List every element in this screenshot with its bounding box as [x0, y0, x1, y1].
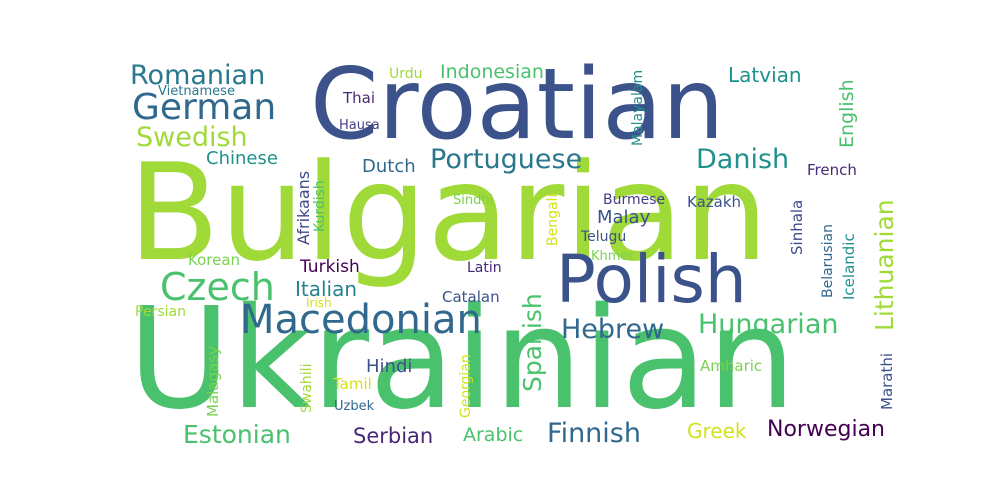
word-romanian: Romanian	[130, 60, 266, 91]
word-lithuanian: Lithuanian	[870, 199, 899, 331]
word-khmer: Khmer	[591, 249, 634, 264]
word-malayalam: Malayalam	[630, 69, 646, 146]
word-latin: Latin	[467, 260, 502, 276]
word-spanish: Spanish	[518, 293, 547, 392]
word-portuguese: Portuguese	[430, 144, 583, 175]
word-sinhala: Sinhala	[788, 199, 806, 255]
word-swedish: Swedish	[136, 122, 248, 153]
word-swahili: Swahili	[299, 363, 315, 413]
word-amharic: Amharic	[700, 357, 763, 375]
word-serbian: Serbian	[353, 424, 434, 448]
word-italian: Italian	[295, 277, 358, 301]
word-latvian: Latvian	[728, 63, 802, 87]
word-vietnamese: Vietnamese	[158, 84, 235, 99]
word-telugu: Telugu	[581, 229, 627, 245]
word-tamil: Tamil	[333, 375, 372, 393]
word-persian: Persian	[135, 304, 186, 320]
word-arabic: Arabic	[463, 424, 524, 446]
word-hausa: Hausa	[339, 118, 380, 133]
word-icelandic: Icelandic	[840, 233, 858, 300]
word-turkish: Turkish	[300, 257, 360, 277]
word-macedonian: Macedonian	[240, 297, 482, 343]
word-malagasy: Malagasy	[204, 346, 222, 417]
word-irish: Irish	[306, 296, 332, 310]
word-catalan: Catalan	[442, 288, 500, 306]
word-indonesian: Indonesian	[440, 61, 544, 83]
word-uzbek: Uzbek	[334, 399, 375, 414]
word-hindi: Hindi	[366, 356, 413, 377]
word-hebrew: Hebrew	[561, 314, 665, 345]
word-marathi: Marathi	[878, 352, 896, 410]
word-belarusian: Belarusian	[820, 224, 836, 298]
word-burmese: Burmese	[603, 192, 666, 208]
word-kurdish: Kurdish	[312, 180, 328, 232]
word-korean: Korean	[188, 251, 241, 269]
word-finnish: Finnish	[547, 418, 641, 449]
word-danish: Danish	[696, 144, 790, 175]
word-malay: Malay	[597, 207, 651, 228]
word-kazakh: Kazakh	[687, 193, 742, 211]
word-norwegian: Norwegian	[767, 417, 885, 442]
word-english: English	[836, 79, 858, 148]
word-thai: Thai	[343, 89, 376, 107]
word-hungarian: Hungarian	[698, 309, 839, 340]
word-french: French	[807, 161, 857, 179]
word-georgian: Georgian	[458, 354, 474, 418]
word-ukrainian: Ukrainian	[128, 278, 796, 441]
word-chinese: Chinese	[206, 148, 278, 169]
word-sindhi: Sindhi	[453, 193, 494, 208]
word-afrikaans: Afrikaans	[294, 170, 313, 245]
word-urdu: Urdu	[389, 66, 423, 82]
word-estonian: Estonian	[183, 420, 291, 449]
word-polish: Polish	[556, 241, 747, 318]
word-german: German	[132, 87, 277, 128]
word-czech: Czech	[160, 265, 275, 309]
word-greek: Greek	[687, 419, 747, 443]
word-bulgarian: Bulgarian	[128, 135, 769, 291]
word-croatian: Croatian	[310, 48, 725, 162]
word-bengali: Bengali	[545, 193, 561, 246]
word-dutch: Dutch	[362, 156, 416, 177]
